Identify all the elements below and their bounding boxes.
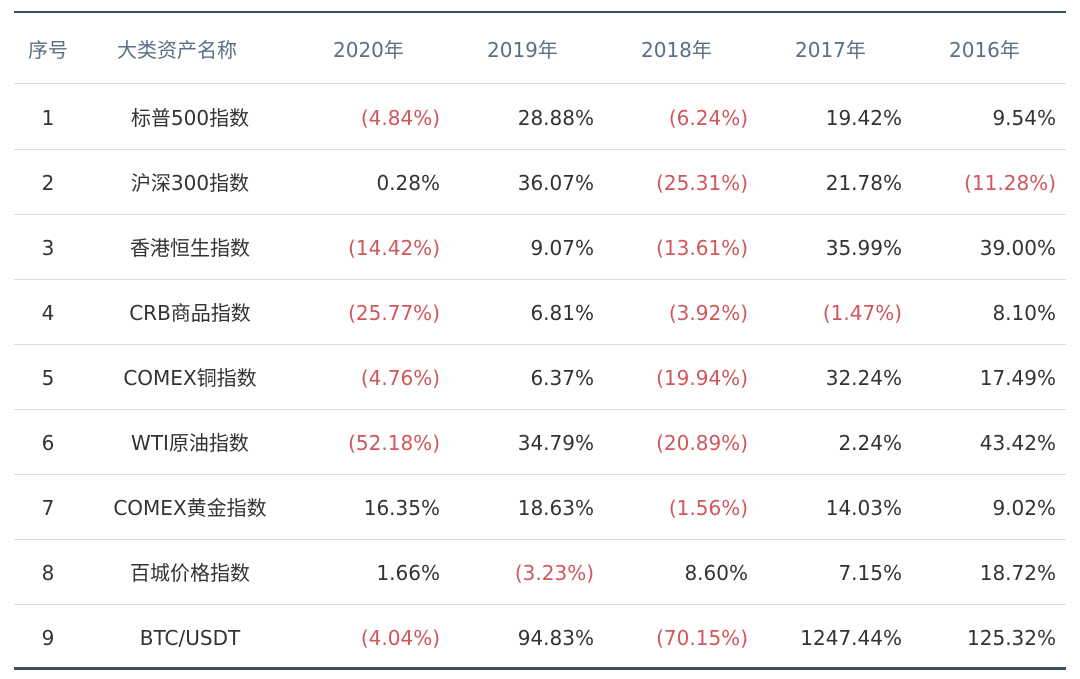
row-index: 2 [41, 171, 55, 195]
row-divider [14, 409, 1066, 410]
row-index: 4 [41, 301, 55, 325]
return-value: 43.42% [979, 431, 1056, 455]
row-index: 5 [41, 366, 55, 390]
header-cell: 2016年 [949, 38, 1020, 62]
return-value: 18.72% [979, 561, 1056, 585]
return-value: 9.07% [530, 236, 594, 260]
return-value: 39.00% [979, 236, 1056, 260]
header-cell: 2019年 [487, 38, 558, 62]
row-divider [14, 539, 1066, 540]
return-value: 0.28% [376, 171, 440, 195]
return-value: (1.56%) [668, 496, 748, 520]
return-value: 9.54% [992, 106, 1056, 130]
return-value: 34.79% [517, 431, 594, 455]
row-index: 1 [41, 106, 55, 130]
row-index: 6 [41, 431, 55, 455]
row-divider [14, 279, 1066, 280]
row-divider [14, 344, 1066, 345]
return-value: (4.04%) [360, 626, 440, 650]
return-value: (4.84%) [360, 106, 440, 130]
top-rule [14, 11, 1066, 13]
return-value: 16.35% [363, 496, 440, 520]
return-value: 1.66% [376, 561, 440, 585]
asset-name: COMEX铜指数 [123, 366, 257, 390]
return-value: 6.37% [530, 366, 594, 390]
asset-name: BTC/USDT [139, 626, 241, 650]
return-value: (1.47%) [822, 301, 902, 325]
return-value: 21.78% [825, 171, 902, 195]
row-divider [14, 474, 1066, 475]
return-value: 36.07% [517, 171, 594, 195]
return-value: 8.60% [684, 561, 748, 585]
row-index: 3 [41, 236, 55, 260]
row-divider [14, 604, 1066, 605]
return-value: 18.63% [517, 496, 594, 520]
return-value: 94.83% [517, 626, 594, 650]
row-index: 7 [41, 496, 55, 520]
return-value: 9.02% [992, 496, 1056, 520]
row-index: 8 [41, 561, 55, 585]
header-divider [14, 83, 1066, 84]
return-value: (14.42%) [348, 236, 440, 260]
return-value: (11.28%) [964, 171, 1056, 195]
row-index: 9 [41, 626, 55, 650]
header-cell: 2017年 [795, 38, 866, 62]
asset-name: COMEX黄金指数 [113, 496, 267, 520]
return-value: (19.94%) [656, 366, 748, 390]
asset-name: 标普500指数 [130, 106, 250, 130]
asset-name: WTI原油指数 [131, 431, 249, 455]
return-value: (3.23%) [514, 561, 594, 585]
header-cell: 大类资产名称 [117, 38, 237, 62]
row-divider [14, 214, 1066, 215]
return-value: (25.31%) [656, 171, 748, 195]
return-value: (4.76%) [360, 366, 440, 390]
bottom-rule [14, 667, 1066, 670]
return-value: (3.92%) [668, 301, 748, 325]
header-cell: 2020年 [333, 38, 404, 62]
return-value: 14.03% [825, 496, 902, 520]
asset-name: CRB商品指数 [129, 301, 251, 325]
return-value: 7.15% [838, 561, 902, 585]
return-value: (52.18%) [348, 431, 440, 455]
return-value: 8.10% [992, 301, 1056, 325]
return-value: 32.24% [825, 366, 902, 390]
return-value: 125.32% [967, 626, 1056, 650]
return-value: 28.88% [517, 106, 594, 130]
return-value: (13.61%) [656, 236, 748, 260]
asset-name: 百城价格指数 [130, 561, 250, 585]
return-value: (70.15%) [656, 626, 748, 650]
asset-name: 香港恒生指数 [130, 236, 250, 260]
return-value: (6.24%) [668, 106, 748, 130]
return-value: (25.77%) [348, 301, 440, 325]
return-value: 35.99% [825, 236, 902, 260]
header-cell: 2018年 [641, 38, 712, 62]
return-value: (20.89%) [656, 431, 748, 455]
asset-name: 沪深300指数 [130, 171, 250, 195]
return-value: 6.81% [530, 301, 594, 325]
row-divider [14, 149, 1066, 150]
return-value: 2.24% [838, 431, 902, 455]
return-value: 1247.44% [800, 626, 902, 650]
header-cell: 序号 [28, 38, 68, 62]
return-value: 19.42% [825, 106, 902, 130]
return-value: 17.49% [979, 366, 1056, 390]
